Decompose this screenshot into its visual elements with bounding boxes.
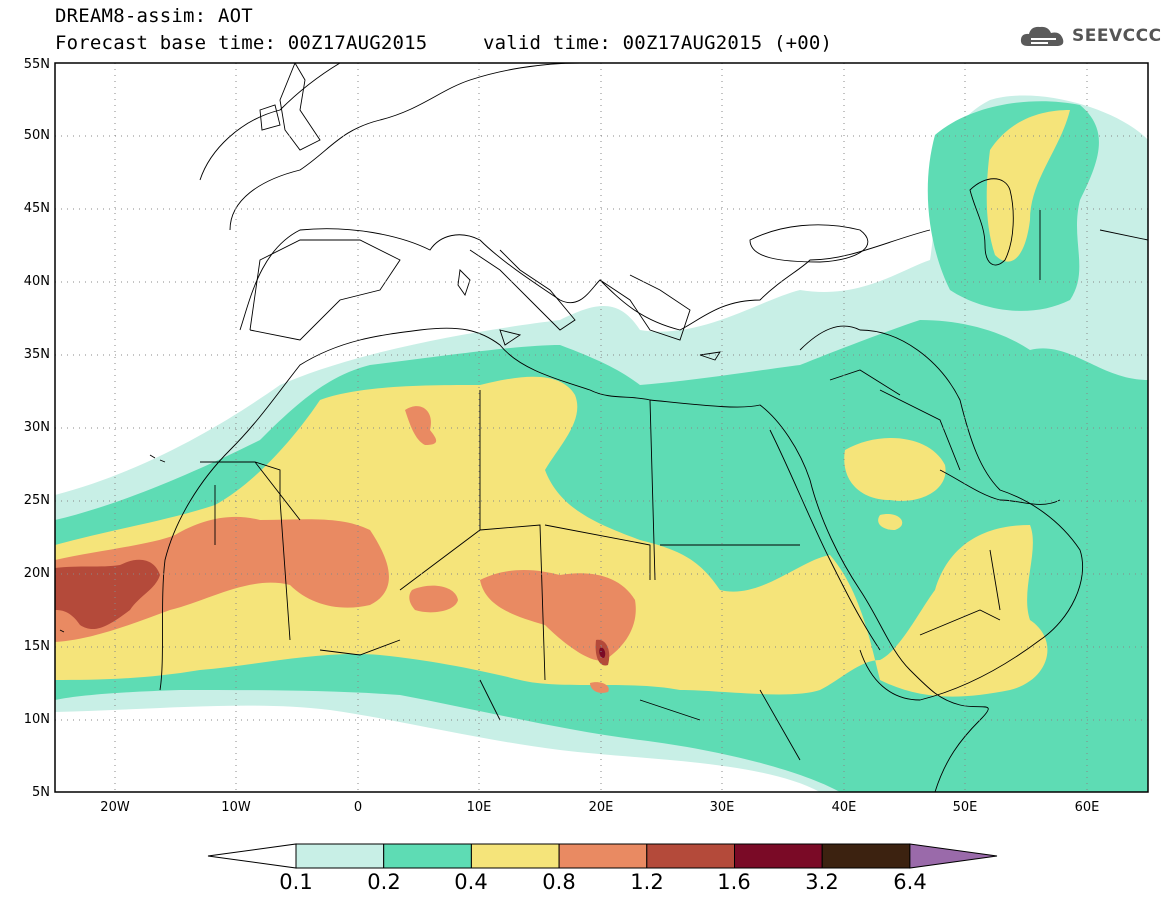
lon-label: 50E bbox=[952, 800, 978, 815]
coastlines-borders bbox=[59, 63, 1148, 792]
lat-label: 5N bbox=[32, 785, 50, 800]
lat-label: 45N bbox=[23, 201, 50, 216]
lat-label: 35N bbox=[23, 347, 50, 362]
aot-band-0.4 bbox=[55, 110, 1070, 697]
forecast-time-line: Forecast base time: 00Z17AUG2015 valid ti… bbox=[55, 32, 832, 54]
lat-label: 30N bbox=[23, 420, 50, 435]
lon-label: 0 bbox=[353, 800, 363, 815]
colorbar-label: 0.8 bbox=[542, 870, 576, 894]
colorbar-max-arrow bbox=[909, 843, 998, 869]
colorbar-label: 0.2 bbox=[367, 870, 401, 894]
map-title: DREAM8-assim: AOT bbox=[55, 5, 253, 27]
valid-time: valid time: 00Z17AUG2015 (+00) bbox=[483, 32, 833, 54]
map-frame bbox=[54, 62, 1149, 793]
lon-label: 10W bbox=[221, 800, 251, 815]
aot-shading bbox=[55, 95, 1148, 792]
lat-label: 15N bbox=[23, 639, 50, 654]
lat-label: 20N bbox=[23, 566, 50, 581]
colorbar-segment bbox=[295, 843, 385, 869]
lon-label: 40E bbox=[831, 800, 857, 815]
lon-label: 30E bbox=[709, 800, 735, 815]
lat-label: 40N bbox=[23, 274, 50, 289]
colorbar-label: 0.4 bbox=[454, 870, 488, 894]
colorbar bbox=[207, 843, 998, 869]
colorbar-label: 6.4 bbox=[893, 870, 927, 894]
lon-label: 10E bbox=[466, 800, 492, 815]
lat-label: 25N bbox=[23, 493, 50, 508]
lat-label: 10N bbox=[23, 712, 50, 727]
cloud-icon bbox=[1020, 26, 1064, 46]
forecast-base-time: Forecast base time: 00Z17AUG2015 bbox=[55, 32, 428, 54]
colorbar-segment bbox=[470, 843, 560, 869]
colorbar-segment bbox=[646, 843, 735, 869]
colorbar-segment bbox=[383, 843, 472, 869]
logo-text: SEEVCCC bbox=[1072, 26, 1162, 46]
colorbar-label: 1.6 bbox=[717, 870, 751, 894]
lon-label: 20E bbox=[588, 800, 614, 815]
aot-band-1.6 bbox=[599, 647, 606, 658]
lon-label: 20W bbox=[100, 800, 130, 815]
colorbar-label: 1.2 bbox=[630, 870, 664, 894]
gridlines bbox=[55, 63, 1148, 792]
colorbar-segment bbox=[558, 843, 648, 869]
aot-band-0.8 bbox=[55, 406, 636, 693]
lon-label: 60E bbox=[1074, 800, 1100, 815]
colorbar-label: 3.2 bbox=[805, 870, 839, 894]
seevccc-logo: SEEVCCC bbox=[1018, 22, 1162, 50]
lat-label: 55N bbox=[23, 57, 50, 72]
colorbar-label: 0.1 bbox=[279, 870, 313, 894]
colorbar-min-arrow bbox=[207, 843, 297, 869]
colorbar-segment bbox=[821, 843, 911, 869]
lat-label: 50N bbox=[23, 128, 50, 143]
colorbar-segment bbox=[734, 843, 823, 869]
